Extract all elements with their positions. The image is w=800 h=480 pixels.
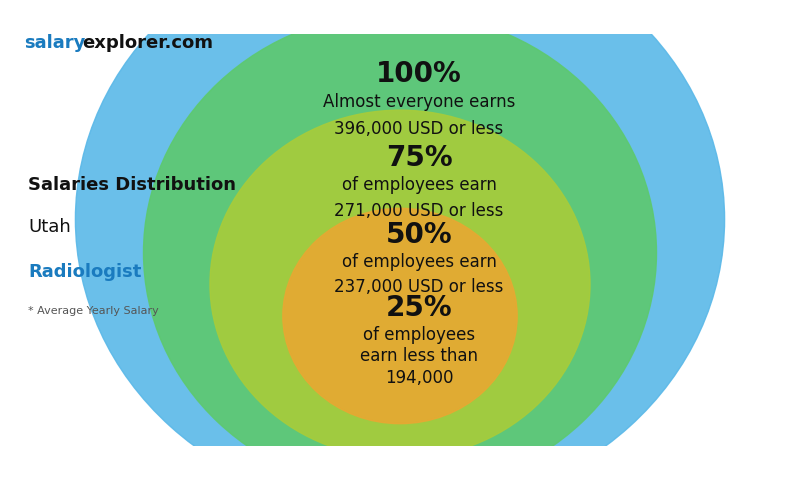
Text: Salaries Distribution: Salaries Distribution	[28, 176, 236, 193]
Ellipse shape	[75, 0, 725, 480]
Text: 194,000: 194,000	[385, 369, 454, 387]
Text: 271,000 USD or less: 271,000 USD or less	[334, 203, 504, 220]
Text: Almost everyone earns: Almost everyone earns	[323, 93, 515, 111]
Text: of employees earn: of employees earn	[342, 253, 497, 271]
Ellipse shape	[210, 110, 590, 458]
Text: 75%: 75%	[386, 144, 452, 172]
Ellipse shape	[143, 12, 657, 480]
Text: salary: salary	[24, 34, 86, 51]
Text: 100%: 100%	[376, 60, 462, 88]
Text: 25%: 25%	[386, 294, 452, 322]
Text: * Average Yearly Salary: * Average Yearly Salary	[28, 306, 158, 316]
Text: 396,000 USD or less: 396,000 USD or less	[334, 120, 504, 138]
Text: Radiologist: Radiologist	[28, 263, 142, 281]
Text: earn less than: earn less than	[360, 347, 478, 365]
Text: Utah: Utah	[28, 218, 70, 236]
Text: of employees earn: of employees earn	[342, 176, 497, 193]
Text: 237,000 USD or less: 237,000 USD or less	[334, 278, 504, 297]
Ellipse shape	[283, 208, 517, 424]
Text: explorer.com: explorer.com	[82, 34, 214, 51]
Text: 50%: 50%	[386, 221, 452, 249]
Text: of employees: of employees	[363, 326, 475, 344]
